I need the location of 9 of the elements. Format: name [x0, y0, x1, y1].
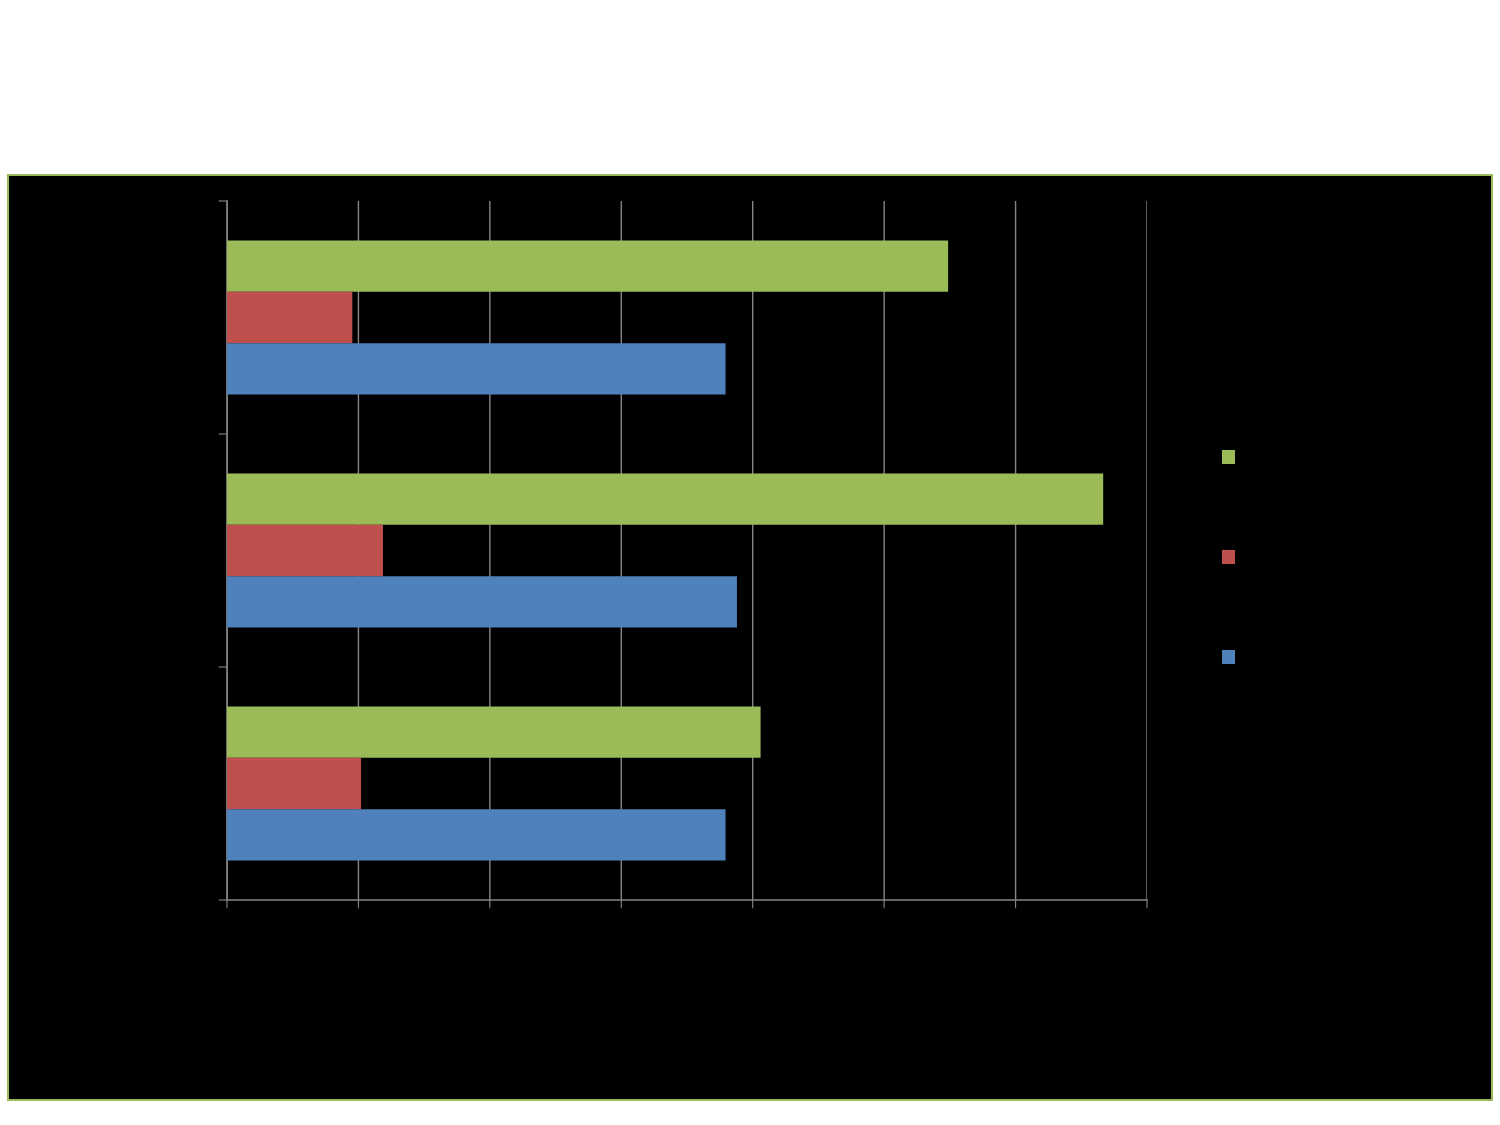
bar — [227, 473, 1104, 525]
bar — [227, 757, 362, 810]
bar — [227, 706, 761, 758]
bar — [227, 524, 383, 577]
bar — [227, 576, 737, 628]
bar — [227, 291, 353, 344]
bar — [227, 343, 726, 395]
bar — [227, 809, 726, 861]
bar — [227, 240, 949, 292]
